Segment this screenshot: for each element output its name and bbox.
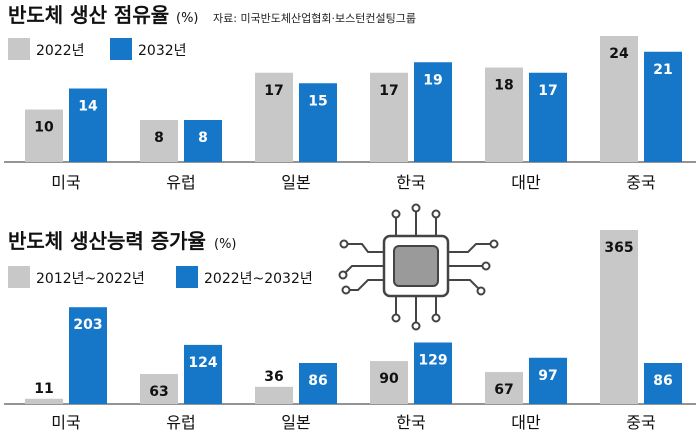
chart1-value-label: 18 bbox=[494, 78, 513, 94]
chart2-value-label: 124 bbox=[188, 355, 217, 371]
chart1-bar-past bbox=[25, 109, 63, 162]
chart1-plot: 10 14 미국 8 8 유럽 17 15 일본 17 19 한국 18 17 대만 24 21 중국 bbox=[4, 36, 696, 192]
chart1-value-label: 19 bbox=[423, 72, 442, 88]
chart1-title: 반도체 생산 점유율 bbox=[8, 3, 169, 27]
chart2-legend-swatch-future bbox=[176, 266, 198, 288]
chart2-value-label: 63 bbox=[149, 384, 168, 400]
chart2-bar-past bbox=[140, 373, 178, 404]
chart2-legend-label-future: 2022년~2032년 bbox=[204, 271, 313, 287]
chart1-bar-future bbox=[644, 51, 682, 162]
chart2-category-label: 미국 bbox=[51, 413, 80, 432]
chart2-bar-future bbox=[299, 363, 337, 404]
chart1-legend-swatch-2032 bbox=[110, 38, 132, 60]
chart2-bar-future bbox=[644, 363, 682, 404]
chart1-bar-past bbox=[140, 120, 178, 162]
chart1-value-label: 17 bbox=[379, 83, 398, 99]
chart1-category-label: 미국 bbox=[51, 173, 80, 192]
chart1-unit: (%) bbox=[176, 11, 199, 26]
chart1-value-label: 17 bbox=[264, 83, 283, 99]
chart2-value-label: 86 bbox=[308, 373, 327, 389]
chart1-value-label: 10 bbox=[34, 120, 54, 136]
chart2-bar-past bbox=[25, 398, 63, 404]
chart2-value-label: 86 bbox=[653, 373, 672, 389]
chart2-legend-swatch-past bbox=[8, 266, 30, 288]
chart2-title: 반도체 생산능력 증가율 bbox=[8, 229, 206, 253]
source-note: 자료: 미국반도체산업협회·보스턴컨설팅그룹 bbox=[213, 12, 416, 25]
chart2-bar-future bbox=[529, 357, 567, 404]
chart1-category-label: 유럽 bbox=[166, 173, 195, 192]
chart2-plot: 11 203 미국 63 124 유럽 36 86 일본 90 129 한국 67 97 대만 365 86 중국 bbox=[4, 230, 696, 432]
chart1-category-label: 대만 bbox=[511, 173, 541, 192]
chart1-bar-future bbox=[184, 120, 222, 162]
chart2-value-label: 129 bbox=[418, 353, 447, 369]
chart2-category-label: 일본 bbox=[281, 413, 310, 432]
chart1-bar-future bbox=[299, 83, 337, 162]
microchip-icon bbox=[338, 203, 499, 331]
chart1-value-label: 17 bbox=[538, 83, 557, 99]
chart2-bar-past bbox=[370, 361, 408, 404]
chart1-bar-future bbox=[529, 72, 567, 162]
chart2-value-label: 67 bbox=[494, 382, 513, 398]
chart2-category-label: 유럽 bbox=[166, 413, 195, 432]
chart1-bar-past bbox=[255, 72, 293, 162]
chart2-bar-future bbox=[414, 342, 452, 404]
chart1-bar-future bbox=[414, 62, 452, 162]
chart2-value-label: 203 bbox=[73, 317, 102, 333]
chart2-category-label: 중국 bbox=[626, 413, 655, 432]
chart1-value-label: 8 bbox=[198, 130, 208, 146]
chart1-value-label: 24 bbox=[609, 46, 629, 62]
chart1-category-label: 한국 bbox=[396, 173, 425, 192]
chart2-value-label: 365 bbox=[604, 240, 633, 256]
chart1-bar-past bbox=[485, 67, 523, 162]
chart2-category-label: 한국 bbox=[396, 413, 425, 432]
chart1-legend-label-2032: 2032년 bbox=[138, 43, 187, 59]
chart1-legend-swatch-2022 bbox=[8, 38, 30, 60]
chart2-bar-past bbox=[600, 230, 638, 404]
chart1-bar-past bbox=[600, 36, 638, 162]
chart1-value-label: 21 bbox=[653, 62, 672, 78]
chart2-value-label: 11 bbox=[34, 381, 53, 397]
chart2-unit: (%) bbox=[214, 237, 237, 252]
chart1-bar-future bbox=[69, 88, 107, 162]
chart2-legend-label-past: 2012년~2022년 bbox=[36, 271, 145, 287]
chart2-bar-past bbox=[255, 386, 293, 404]
chart2-bar-future bbox=[184, 344, 222, 404]
chart2-value-label: 90 bbox=[379, 371, 399, 387]
chart1-value-label: 14 bbox=[78, 99, 98, 115]
chart1-value-label: 8 bbox=[154, 130, 164, 146]
chart1-bar-past bbox=[370, 72, 408, 162]
chart1-category-label: 중국 bbox=[626, 173, 655, 192]
chart1-value-label: 15 bbox=[308, 93, 327, 109]
chart2-value-label: 97 bbox=[538, 368, 557, 384]
chart2-bar-future bbox=[69, 307, 107, 404]
chart2-bar-past bbox=[485, 372, 523, 404]
chart1-category-label: 일본 bbox=[281, 173, 310, 192]
chart2-category-label: 대만 bbox=[511, 413, 541, 432]
chart2-value-label: 36 bbox=[264, 369, 283, 385]
chart1-legend-label-2022: 2022년 bbox=[36, 43, 85, 59]
